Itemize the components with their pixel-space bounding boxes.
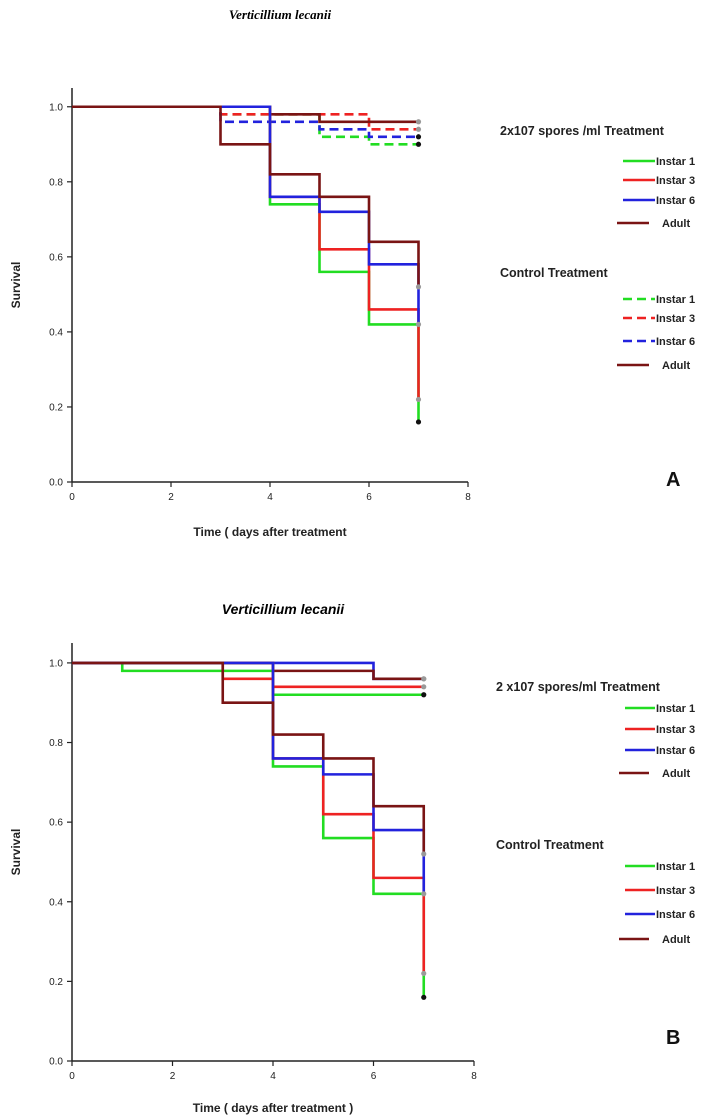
x-tick-label: 6 xyxy=(371,1071,377,1082)
legend-heading: Control Treatment xyxy=(496,838,604,852)
x-tick-label: 0 xyxy=(69,492,75,503)
survival-curve-control-instar3 xyxy=(72,105,419,131)
legend-label-instar6: Instar 6 xyxy=(656,195,695,207)
legend-heading: 2x107 spores /ml Treatment xyxy=(500,124,665,138)
x-tick-label: 0 xyxy=(69,1071,75,1082)
y-tick-label: 0.4 xyxy=(49,897,63,908)
survival-curve-control-instar6 xyxy=(72,105,419,139)
survival-curve-treated-instar3 xyxy=(72,661,426,974)
censor-marker xyxy=(421,851,427,857)
censor-marker xyxy=(415,321,422,327)
survival-curve-treated-instar1 xyxy=(72,661,426,998)
censor-marker xyxy=(421,692,427,698)
y-tick-label: 0.8 xyxy=(49,738,63,749)
x-tick-label: 2 xyxy=(170,1071,176,1082)
y-axis-label: Survival xyxy=(9,829,23,876)
y-tick-label: 0.2 xyxy=(49,977,63,988)
censor-marker xyxy=(415,419,422,425)
censor-marker xyxy=(421,970,427,977)
survival-curve-treated-instar6 xyxy=(72,105,420,325)
legend-label-instar3: Instar 3 xyxy=(656,175,695,187)
x-tick-label: 6 xyxy=(366,492,372,503)
survival-curve-treated-adult xyxy=(72,105,420,287)
legend-label-instar1: Instar 1 xyxy=(656,703,695,715)
censor-marker xyxy=(415,284,422,290)
legend-heading: 2 x107 spores/ml Treatment xyxy=(496,680,661,694)
y-tick-label: 0.6 xyxy=(49,252,63,263)
legend-label-instar3: Instar 3 xyxy=(656,313,695,325)
y-tick-label: 1.0 xyxy=(49,102,63,113)
legend-label-instar1: Instar 1 xyxy=(656,861,695,873)
x-axis-label: Time ( days after treatment ) xyxy=(193,1101,354,1115)
x-tick-label: 4 xyxy=(270,1071,276,1082)
panel-label: B xyxy=(666,1027,680,1049)
survival-curve-treated-instar3 xyxy=(72,105,420,400)
y-tick-label: 0.0 xyxy=(49,1057,63,1068)
censor-marker xyxy=(415,396,422,403)
survival-curve-control-instar1 xyxy=(72,105,419,146)
legend-label-instar3: Instar 3 xyxy=(656,885,695,897)
survival-curve-treated-instar6 xyxy=(72,661,426,894)
y-tick-label: 1.0 xyxy=(49,658,63,669)
censor-marker xyxy=(415,126,422,132)
y-tick-label: 0.2 xyxy=(49,402,63,413)
x-axis-label: Time ( days after treatment xyxy=(193,525,346,539)
chart-title: Verticillium lecanii xyxy=(222,601,346,617)
x-tick-label: 4 xyxy=(267,492,273,503)
y-tick-label: 0.6 xyxy=(49,818,63,829)
y-axis-label: Survival xyxy=(9,262,23,309)
legend-label-instar1: Instar 1 xyxy=(656,294,695,306)
survival-curve-control-instar3 xyxy=(72,661,424,689)
legend-label-instar3: Instar 3 xyxy=(656,724,695,736)
y-tick-label: 0.4 xyxy=(49,327,63,338)
y-tick-label: 0.0 xyxy=(49,478,63,489)
legend-label-instar1: Instar 1 xyxy=(656,156,695,168)
x-tick-label: 8 xyxy=(471,1071,477,1082)
legend-heading: Control Treatment xyxy=(500,266,608,280)
censor-marker xyxy=(421,891,427,897)
y-tick-label: 0.8 xyxy=(49,177,63,188)
survival-curve-treated-adult xyxy=(72,661,426,854)
censor-marker xyxy=(415,141,422,147)
survival-curve-treated-instar1 xyxy=(72,105,420,422)
censor-marker xyxy=(421,994,427,1000)
legend-label-adult: Adult xyxy=(662,768,690,780)
legend-label-adult: Adult xyxy=(662,218,690,230)
x-tick-label: 8 xyxy=(465,492,471,503)
panel-label: A xyxy=(666,469,680,491)
legend-label-instar6: Instar 6 xyxy=(656,909,695,921)
censor-marker xyxy=(421,676,427,682)
censor-marker xyxy=(415,134,422,140)
censor-marker xyxy=(415,119,422,125)
x-tick-label: 2 xyxy=(168,492,174,503)
legend-label-adult: Adult xyxy=(662,360,690,372)
legend-label-adult: Adult xyxy=(662,934,690,946)
chart-title: Verticillium lecanii xyxy=(229,7,332,22)
legend-label-instar6: Instar 6 xyxy=(656,336,695,348)
legend-label-instar6: Instar 6 xyxy=(656,745,695,757)
censor-marker xyxy=(421,684,427,690)
